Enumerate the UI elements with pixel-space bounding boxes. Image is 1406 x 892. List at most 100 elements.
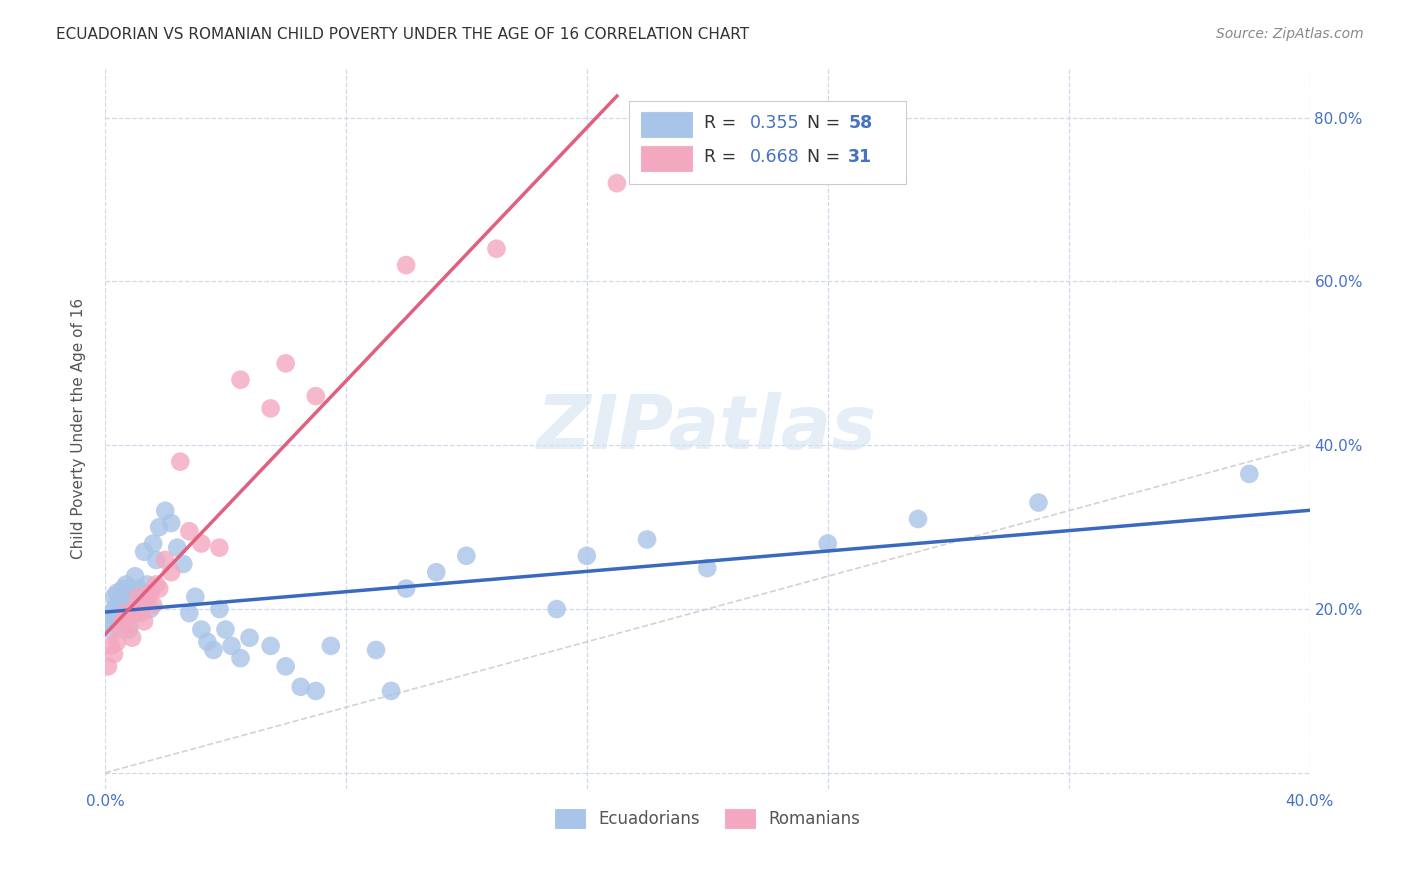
Text: N =: N = [807, 148, 846, 166]
Point [395, 258, 418, 272]
Point [112, 615, 135, 629]
Point [139, 602, 162, 616]
FancyBboxPatch shape [628, 101, 905, 184]
Point [380, 684, 402, 698]
Point [108, 615, 131, 629]
Point [208, 602, 231, 616]
Point [155, 504, 177, 518]
Point [238, 631, 260, 645]
Point [103, 647, 125, 661]
Point [145, 577, 167, 591]
Point [1028, 495, 1050, 509]
Text: R =: R = [703, 113, 741, 132]
Point [108, 623, 131, 637]
Point [160, 565, 183, 579]
Point [485, 242, 508, 256]
Point [100, 639, 122, 653]
Point [134, 545, 156, 559]
Point [97, 659, 120, 673]
Point [208, 541, 231, 555]
Point [179, 524, 201, 539]
Point [606, 176, 628, 190]
Point [229, 651, 252, 665]
Point [456, 549, 478, 563]
Point [195, 635, 218, 649]
Text: 0.668: 0.668 [749, 148, 799, 166]
Point [166, 541, 188, 555]
Point [105, 610, 128, 624]
Point [127, 590, 149, 604]
Legend: Ecuadorians, Romanians: Ecuadorians, Romanians [548, 803, 866, 835]
Point [575, 549, 598, 563]
Text: ZIPatlas: ZIPatlas [537, 392, 877, 466]
Point [148, 582, 170, 596]
Point [184, 590, 207, 604]
Text: R =: R = [703, 148, 741, 166]
Point [124, 606, 146, 620]
Point [696, 561, 718, 575]
Point [108, 594, 131, 608]
Point [817, 536, 839, 550]
Point [134, 615, 156, 629]
Point [136, 577, 159, 591]
Text: 58: 58 [848, 113, 873, 132]
Point [221, 639, 243, 653]
Point [136, 594, 159, 608]
Point [129, 606, 152, 620]
Point [214, 623, 236, 637]
Point [907, 512, 929, 526]
Point [229, 373, 252, 387]
Point [274, 356, 297, 370]
Point [145, 553, 167, 567]
FancyBboxPatch shape [641, 146, 692, 171]
Point [129, 594, 152, 608]
Text: N =: N = [807, 113, 846, 132]
Point [118, 590, 141, 604]
Text: 31: 31 [848, 148, 872, 166]
Point [105, 635, 128, 649]
Point [97, 615, 120, 629]
Point [124, 602, 146, 616]
Point [100, 623, 122, 637]
Point [169, 455, 191, 469]
Point [115, 606, 138, 620]
Point [124, 569, 146, 583]
Point [139, 585, 162, 599]
Point [103, 602, 125, 616]
Point [190, 623, 212, 637]
Point [172, 557, 194, 571]
Point [1239, 467, 1261, 481]
Text: 0.355: 0.355 [749, 113, 799, 132]
Point [259, 401, 281, 416]
Text: Source: ZipAtlas.com: Source: ZipAtlas.com [1216, 27, 1364, 41]
Point [118, 623, 141, 637]
Point [636, 533, 658, 547]
Point [100, 606, 122, 620]
Point [118, 618, 141, 632]
Point [115, 577, 138, 591]
Point [274, 659, 297, 673]
Point [105, 585, 128, 599]
Point [112, 582, 135, 596]
Point [259, 639, 281, 653]
Point [112, 602, 135, 616]
Point [546, 602, 568, 616]
Point [103, 590, 125, 604]
Point [115, 606, 138, 620]
Y-axis label: Child Poverty Under the Age of 16: Child Poverty Under the Age of 16 [72, 298, 86, 559]
Point [319, 639, 342, 653]
Point [425, 565, 447, 579]
Point [155, 553, 177, 567]
Point [364, 643, 387, 657]
Text: ECUADORIAN VS ROMANIAN CHILD POVERTY UNDER THE AGE OF 16 CORRELATION CHART: ECUADORIAN VS ROMANIAN CHILD POVERTY UND… [56, 27, 749, 42]
Point [121, 631, 143, 645]
Point [142, 598, 165, 612]
FancyBboxPatch shape [641, 112, 692, 137]
Point [160, 516, 183, 530]
Point [121, 585, 143, 599]
Point [202, 643, 225, 657]
Point [190, 536, 212, 550]
Point [142, 536, 165, 550]
Point [395, 582, 418, 596]
Point [148, 520, 170, 534]
